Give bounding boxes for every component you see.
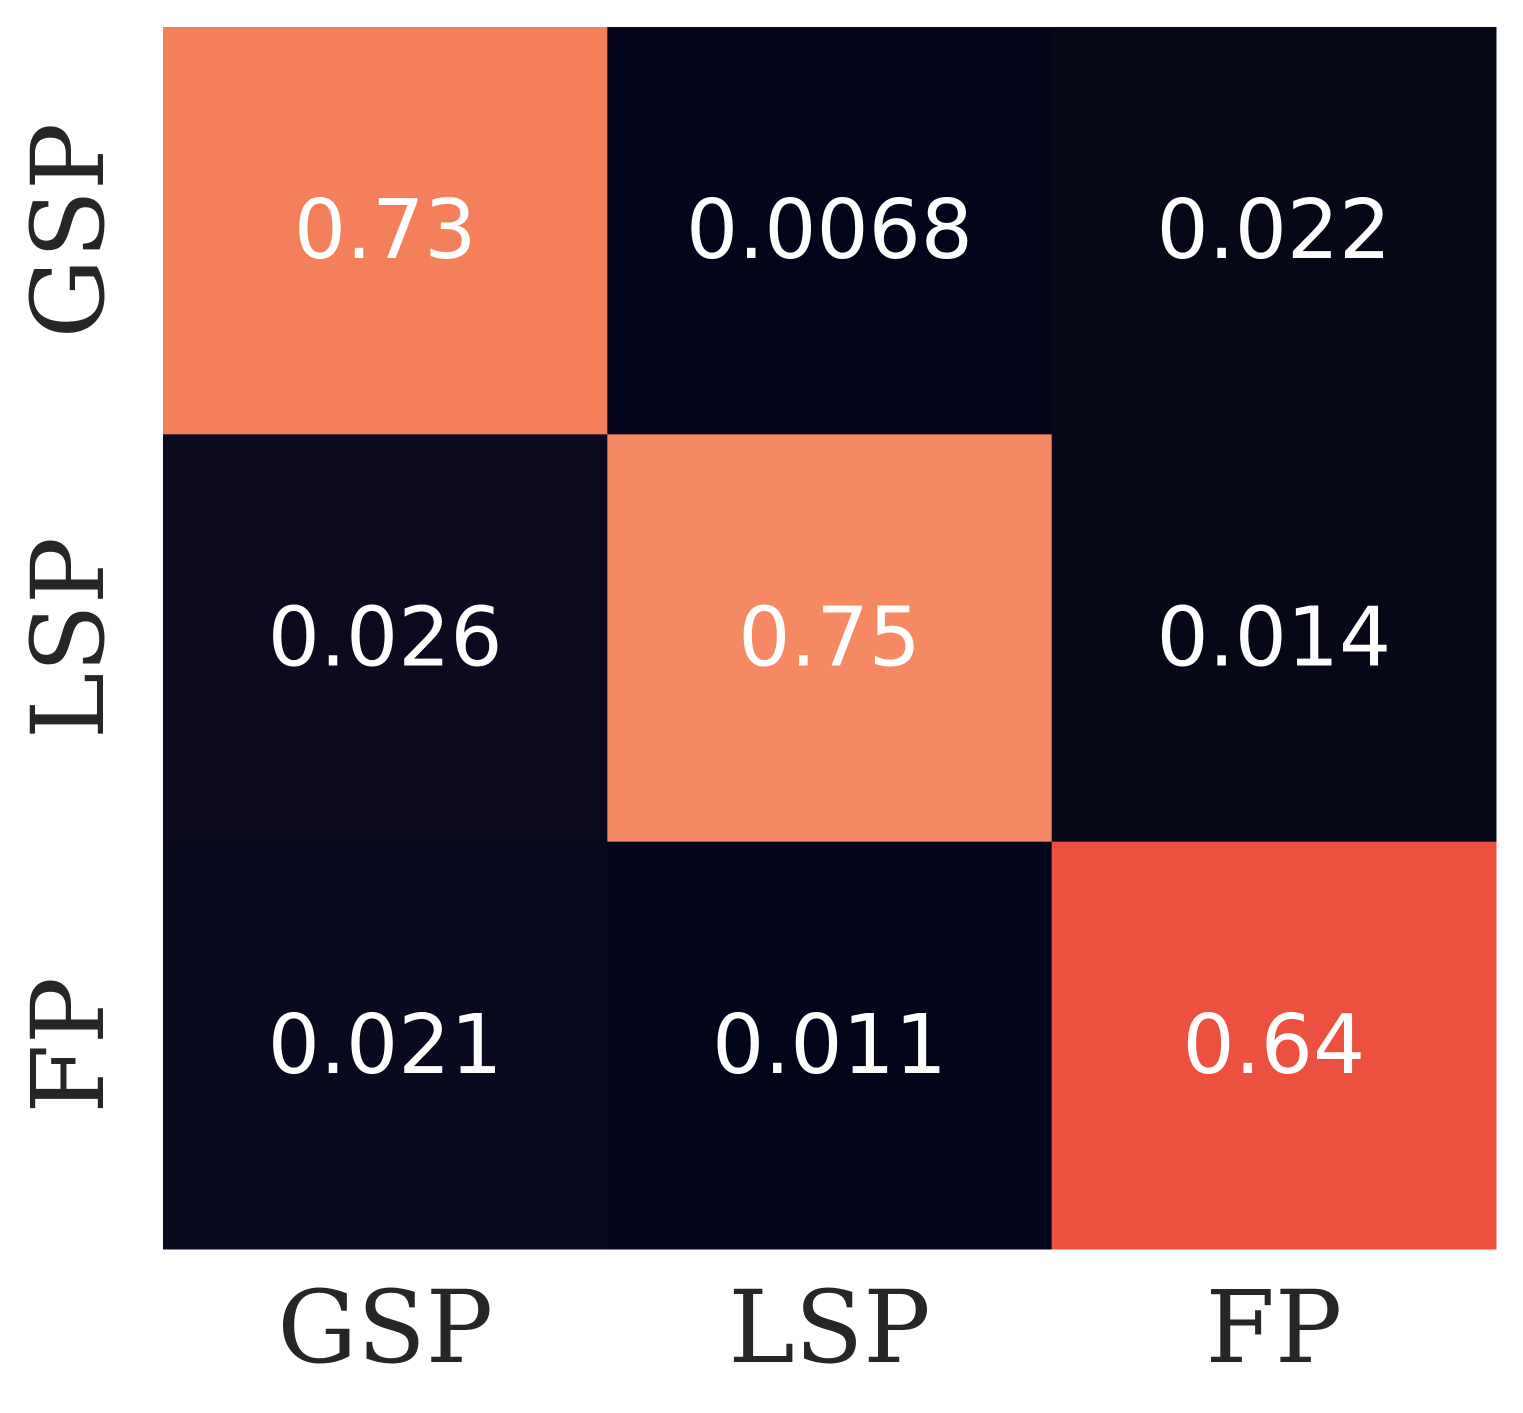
x-tick-labels: GSP LSP FP	[277, 1269, 1342, 1386]
cell-value-label: 0.75	[738, 591, 921, 686]
cell-value-label: 0.0068	[686, 183, 973, 278]
heatmap-cell-fp-fp	[1051, 841, 1497, 1250]
cell-value-label: 0.011	[712, 998, 947, 1093]
heatmap-cell-fp-gsp	[163, 841, 608, 1250]
cell-value-label: 0.014	[1156, 591, 1391, 686]
heatmap-cell-gsp-fp	[1051, 27, 1497, 435]
heatmap-cell-gsp-gsp	[163, 27, 608, 435]
x-tick-label: GSP	[277, 1269, 493, 1386]
heatmap-cell-lsp-fp	[1051, 434, 1497, 843]
cell-value-label: 0.73	[294, 183, 477, 278]
heatmap-cell-fp-lsp	[607, 841, 1053, 1250]
x-tick-label: LSP	[728, 1269, 930, 1386]
y-tick-label: GSP	[10, 123, 127, 339]
heatmap-cell-gsp-lsp	[607, 27, 1053, 435]
x-tick-label: FP	[1205, 1269, 1342, 1386]
heatmap-cell-lsp-gsp	[163, 434, 608, 843]
cell-value-label: 0.026	[268, 591, 503, 686]
y-tick-label: LSP	[10, 537, 127, 739]
cell-value-label: 0.022	[1156, 183, 1391, 278]
y-tick-label: FP	[10, 977, 127, 1114]
y-tick-labels: GSP LSP FP	[10, 123, 127, 1114]
cell-value-label: 0.021	[268, 998, 503, 1093]
heatmap-cells: 0.73 0.0068 0.022 0.026 0.75 0.014 0.021 0.011 0…	[163, 27, 1497, 1250]
heatmap-cell-lsp-lsp	[607, 434, 1053, 843]
cell-value-label: 0.64	[1183, 998, 1366, 1093]
